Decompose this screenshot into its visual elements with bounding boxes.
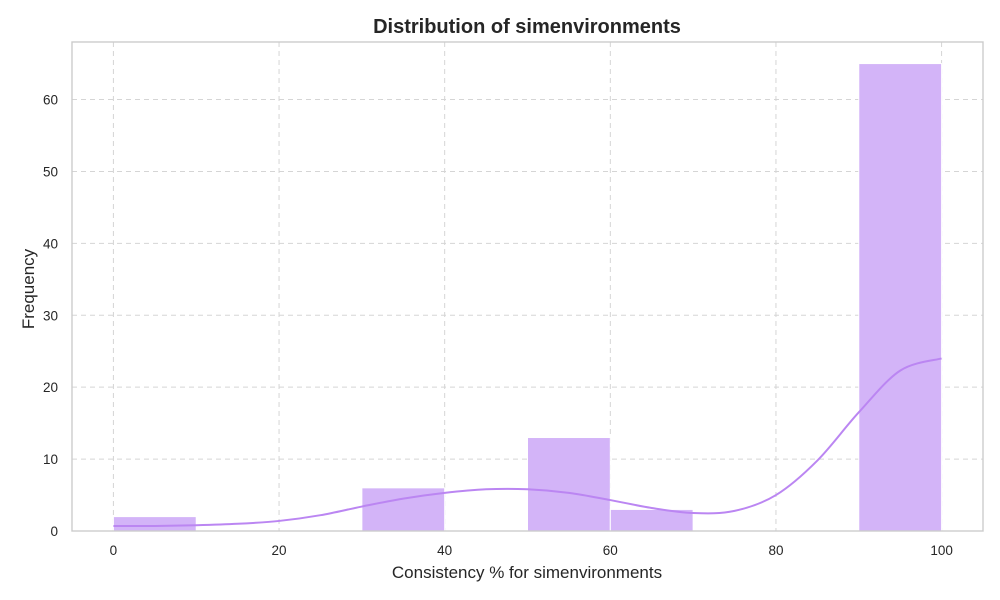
x-tick-label: 20 xyxy=(272,543,287,558)
y-axis-label: Frequency xyxy=(19,248,38,329)
kde-curve xyxy=(113,357,942,528)
y-tick-label: 50 xyxy=(43,164,58,179)
y-tick-label: 30 xyxy=(43,308,58,323)
y-tick-label: 60 xyxy=(43,93,58,108)
x-axis-label: Consistency % for simenvironments xyxy=(392,563,662,582)
x-tick-label: 100 xyxy=(930,543,953,558)
plot-frame xyxy=(71,41,984,532)
histogram-bar xyxy=(527,437,611,532)
y-axis-ticks: 0 10 20 30 40 50 60 xyxy=(43,93,58,539)
y-tick-label: 0 xyxy=(50,524,58,539)
y-tick-label: 20 xyxy=(43,380,58,395)
x-tick-label: 40 xyxy=(437,543,452,558)
histogram-bar xyxy=(112,516,197,532)
y-tick-label: 40 xyxy=(43,236,58,251)
x-tick-label: 60 xyxy=(603,543,618,558)
x-axis-ticks: 0 20 40 60 80 100 xyxy=(110,543,953,558)
x-tick-label: 80 xyxy=(768,543,783,558)
histogram-bar xyxy=(858,63,943,532)
y-tick-label: 10 xyxy=(43,452,58,467)
bars-layer xyxy=(112,63,943,532)
x-tick-label: 0 xyxy=(110,543,118,558)
chart-title: Distribution of simenvironments xyxy=(373,16,681,38)
